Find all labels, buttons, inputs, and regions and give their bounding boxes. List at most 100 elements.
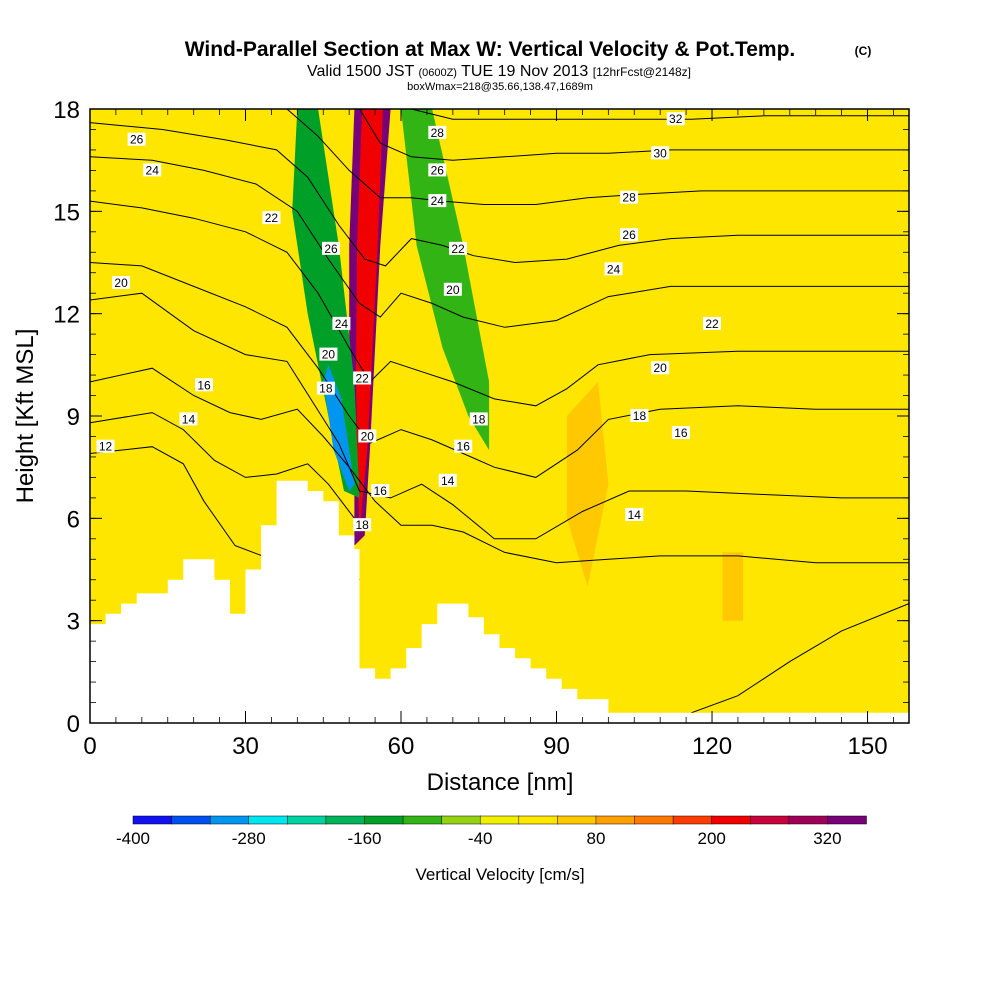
- theta-contour-30: [359, 109, 909, 161]
- terrain: [90, 480, 909, 723]
- contour-label: 22: [703, 316, 722, 331]
- contour-label-text: 30: [654, 146, 668, 160]
- y-tick-label: 6: [67, 506, 80, 533]
- y-tick-label: 15: [53, 199, 80, 226]
- theta-contour-24: [90, 156, 909, 328]
- colorbar-swatch: [171, 815, 211, 825]
- theta-contour-26: [90, 122, 909, 267]
- theta-contour-28: [286, 109, 909, 205]
- contour-label: 28: [428, 125, 447, 140]
- contour-label-text: 28: [431, 126, 445, 140]
- colorbar-swatch: [364, 815, 404, 825]
- contour-label-text: 22: [705, 317, 719, 331]
- contour-label-text: 18: [633, 409, 647, 423]
- x-tick-label: 90: [543, 733, 570, 760]
- axis-ticks: 0 30 60 90 120 150 0 3 6 9 12 15 18: [53, 97, 909, 760]
- contour-label: 28: [620, 190, 639, 205]
- colorbar-label: Vertical Velocity [cm/s]: [415, 865, 584, 884]
- contour-label-text: 26: [622, 228, 636, 242]
- contour-label-text: 26: [324, 242, 338, 256]
- contour-label: 18: [316, 381, 335, 396]
- contour-label-text: 20: [654, 361, 668, 375]
- contour-label: 20: [443, 282, 462, 297]
- colorbar-tick-label: 200: [697, 829, 725, 848]
- theta-contour-18: [90, 292, 909, 540]
- contour-label-text: 18: [319, 382, 333, 396]
- contour-label-text: 16: [457, 440, 471, 454]
- contour-label-text: 28: [622, 191, 636, 205]
- contour-label-text: 16: [374, 484, 388, 498]
- colorbar-swatch: [672, 815, 713, 825]
- contour-label-text: 14: [182, 412, 196, 426]
- velocity-downdraft-west: [292, 109, 360, 498]
- contour-label: 20: [319, 347, 338, 362]
- colorbar-swatch: [209, 815, 250, 825]
- colorbar-swatch: [325, 815, 366, 825]
- contour-label-text: 14: [441, 474, 455, 488]
- box-info: boxWmax=218@35.66,138.47,1689m: [407, 81, 593, 93]
- contour-label-text: 20: [322, 348, 336, 362]
- contour-label: 24: [428, 194, 447, 208]
- terrain-mask: [90, 480, 909, 723]
- x-tick-label: 60: [388, 733, 415, 760]
- colorbar-tick-label: 80: [586, 829, 605, 848]
- colorbar-swatch: [287, 815, 327, 825]
- colorbar-swatch: [248, 815, 289, 825]
- theta-contour-14: [90, 412, 355, 519]
- contour-label: 24: [143, 163, 162, 177]
- y-tick-label: 9: [67, 404, 80, 431]
- subtitle-line: Valid 1500 JST (0600Z) TUE 19 Nov 2013 […: [307, 63, 691, 80]
- contour-label: 30: [651, 146, 670, 160]
- colorbar-swatch: [634, 815, 674, 825]
- colorbar-tick-label: -160: [347, 829, 381, 848]
- velocity-downdraft-east: [401, 109, 490, 451]
- y-tick-label: 12: [53, 302, 80, 329]
- theta-contour-32: [411, 109, 909, 120]
- subtitle-forecast: [12hrFcst@2148z]: [593, 65, 691, 79]
- contour-label: 16: [195, 378, 214, 392]
- colorbar-swatch: [595, 815, 636, 825]
- contour-label: 22: [449, 241, 468, 256]
- colorbar-swatch: [711, 815, 752, 825]
- contour-label: 16: [371, 484, 390, 498]
- x-axis-label: Distance [nm]: [427, 769, 574, 796]
- colorbar-tick-label: -400: [116, 829, 150, 848]
- colorbar-swatch: [479, 815, 520, 825]
- contour-label-text: 32: [669, 112, 683, 126]
- contour-label-text: 24: [146, 163, 160, 177]
- x-tick-label: 30: [232, 733, 259, 760]
- contour-label-text: 24: [431, 194, 445, 208]
- contour-label: 12: [96, 439, 115, 454]
- x-tick-label: 120: [692, 733, 732, 760]
- contour-labels: 26 24 22 20 16 14 12 26 24 20 18 22 20 18 16 28 26 24 22 20…: [96, 112, 722, 532]
- contour-label: 26: [127, 132, 146, 147]
- contour-label-text: 12: [99, 440, 113, 454]
- contour-label: 20: [651, 361, 670, 375]
- colorbar-tick-label: -280: [232, 829, 266, 848]
- contour-label-text: 14: [628, 508, 642, 522]
- colorbar-swatch: [132, 815, 173, 825]
- contour-label: 24: [332, 316, 351, 331]
- y-tick-label: 18: [53, 97, 80, 124]
- subtitle-utc: (0600Z): [418, 67, 457, 79]
- contour-label: 20: [112, 275, 131, 290]
- theta-contour-22: [90, 200, 909, 407]
- contour-label: 18: [353, 518, 372, 532]
- y-axis-label: Height [Kft MSL]: [12, 329, 39, 504]
- theta-contour-16: [90, 367, 909, 564]
- colorbar-swatch: [518, 815, 559, 825]
- velocity-weak-updraft-far-east: [722, 552, 744, 621]
- title-mark: (C): [855, 44, 872, 58]
- contour-label-text: 22: [265, 211, 279, 225]
- contour-label-text: 18: [355, 518, 369, 532]
- colorbar-swatch: [788, 815, 829, 825]
- contour-label: 18: [469, 412, 488, 426]
- contour-label-text: 26: [130, 133, 144, 147]
- velocity-downdraft-west-core: [323, 364, 355, 491]
- theta-contour-extra: [691, 603, 909, 714]
- contour-label: 22: [262, 211, 281, 225]
- colorbar-tick-label: -40: [468, 829, 493, 848]
- contour-label: 32: [666, 112, 685, 126]
- contour-label: 26: [620, 228, 639, 242]
